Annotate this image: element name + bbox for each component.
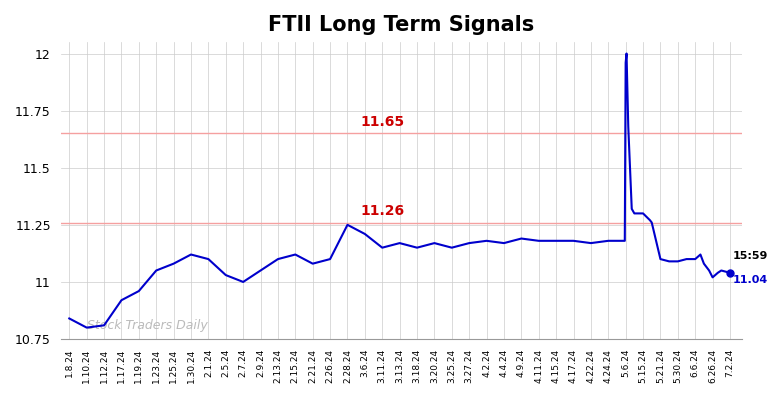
Text: 15:59: 15:59	[732, 252, 768, 261]
Text: Stock Traders Daily: Stock Traders Daily	[87, 319, 208, 332]
Text: 11.04: 11.04	[732, 275, 768, 285]
Title: FTII Long Term Signals: FTII Long Term Signals	[268, 15, 535, 35]
Point	[724, 269, 736, 276]
Text: 11.65: 11.65	[361, 115, 405, 129]
Text: 11.26: 11.26	[361, 204, 405, 218]
